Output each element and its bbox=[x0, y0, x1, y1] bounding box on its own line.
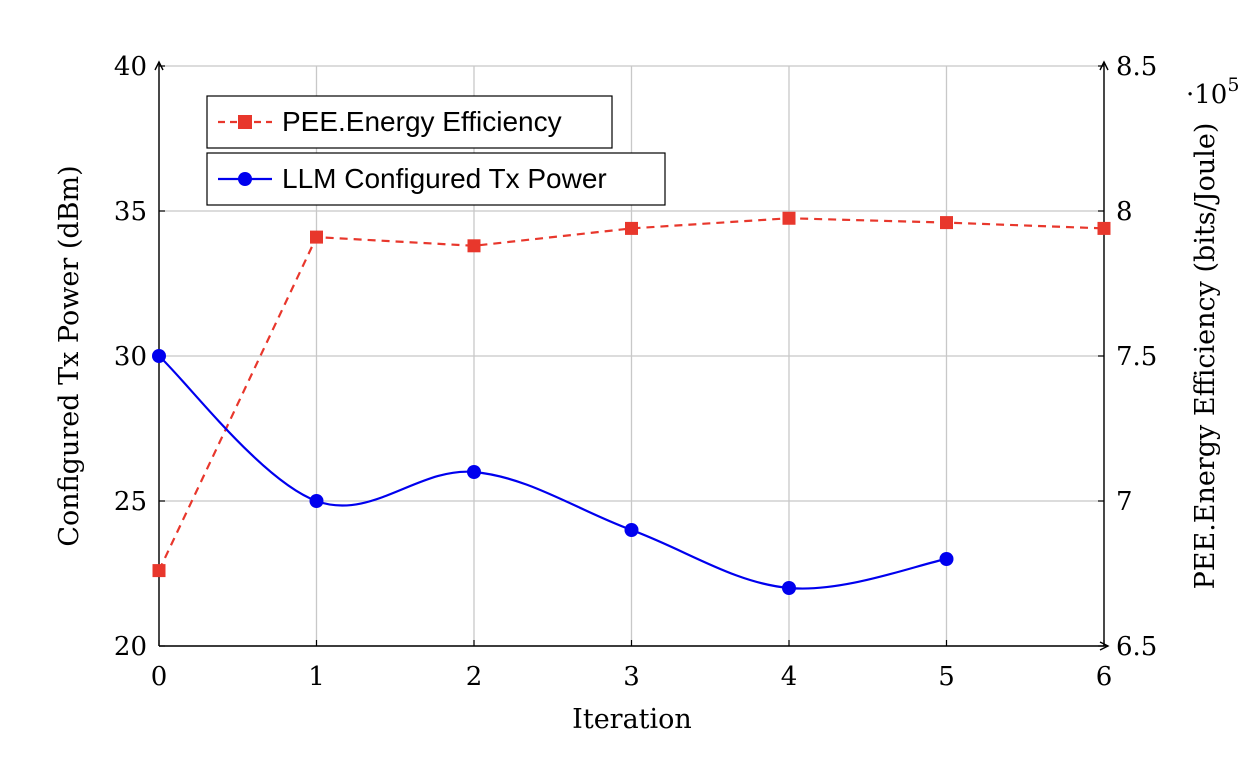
tick-labels: 0 1 2 3 4 5 6 20 25 30 35 40 6.5 7 7.5 8 8.5 bbox=[114, 52, 1157, 692]
x-tick-label: 5 bbox=[938, 662, 955, 692]
data-point-circle bbox=[782, 581, 796, 595]
data-point-square bbox=[152, 564, 166, 578]
data-point-square bbox=[310, 230, 323, 244]
legend-circle-marker bbox=[238, 172, 252, 186]
data-point-circle bbox=[467, 465, 481, 479]
x-tick-label: 4 bbox=[781, 662, 798, 692]
x-axis-label: Iteration bbox=[572, 704, 692, 735]
data-point-square bbox=[940, 216, 953, 230]
series bbox=[152, 211, 1111, 595]
data-point-circle bbox=[309, 494, 324, 508]
data-point-square bbox=[1097, 221, 1111, 235]
x-axis-arrow bbox=[1099, 641, 1110, 651]
x-tick-label: 3 bbox=[623, 662, 640, 692]
multiplier-exponent: 5 bbox=[1227, 74, 1239, 96]
series-energy-efficiency bbox=[152, 211, 1111, 578]
y-left-tick-label: 40 bbox=[114, 52, 147, 82]
legend-entry-energy-efficiency: PEE.Energy Efficiency bbox=[206, 95, 613, 149]
legend: PEE.Energy Efficiency LLM Configured Tx … bbox=[206, 95, 666, 206]
right-axis-multiplier: ·105 bbox=[1186, 74, 1239, 110]
x-tick-label: 1 bbox=[308, 662, 325, 692]
y-left-tick-label: 35 bbox=[114, 197, 147, 227]
series-tx-power bbox=[152, 349, 954, 595]
data-point-circle bbox=[939, 552, 954, 566]
x-tick-label: 2 bbox=[466, 662, 483, 692]
y-axis-left-label: Configured Tx Power (dBm) bbox=[54, 165, 85, 546]
y-left-tick-label: 20 bbox=[114, 632, 147, 662]
x-tick-label: 6 bbox=[1096, 662, 1113, 692]
y-axis-right-arrow bbox=[1099, 60, 1109, 71]
legend-label: LLM Configured Tx Power bbox=[282, 163, 607, 194]
y-left-tick-label: 30 bbox=[114, 342, 147, 372]
legend-box bbox=[206, 95, 613, 149]
legend-entry-tx-power: LLM Configured Tx Power bbox=[206, 152, 666, 206]
y-right-tick-label: 8 bbox=[1116, 197, 1133, 227]
data-point-circle bbox=[152, 349, 166, 363]
data-point-square bbox=[625, 221, 638, 235]
data-point-square bbox=[782, 211, 796, 225]
y-right-tick-label: 7 bbox=[1116, 487, 1133, 517]
y-right-tick-label: 6.5 bbox=[1116, 632, 1157, 662]
y-right-tick-label: 7.5 bbox=[1116, 342, 1157, 372]
data-point-square bbox=[467, 239, 481, 253]
y-left-tick-label: 25 bbox=[114, 487, 147, 517]
y-axis-left-arrow bbox=[154, 60, 164, 71]
legend-label: PEE.Energy Efficiency bbox=[282, 106, 562, 137]
x-tick-label: 0 bbox=[151, 662, 168, 692]
legend-square-marker bbox=[238, 115, 252, 129]
data-point-circle bbox=[624, 523, 639, 537]
legend-box bbox=[206, 152, 666, 206]
y-right-tick-label: 8.5 bbox=[1116, 52, 1157, 82]
series-line bbox=[158, 355, 947, 590]
multiplier-base: ·10 bbox=[1186, 80, 1227, 110]
y-axis-right-label: PEE.Energy Efficiency (bits/Joule) bbox=[1190, 123, 1221, 590]
